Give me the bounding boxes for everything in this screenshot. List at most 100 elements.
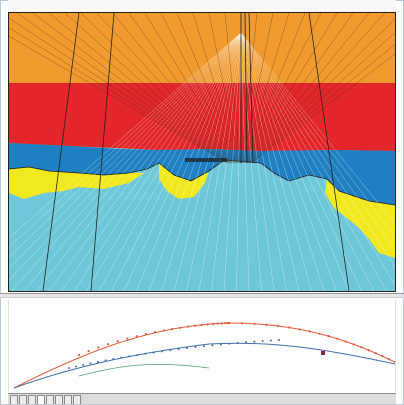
profile-point <box>179 326 182 329</box>
tab-6[interactable] <box>55 395 63 404</box>
profile-point <box>374 352 377 355</box>
grid-line <box>241 13 258 164</box>
tab-active[interactable] <box>37 395 45 404</box>
profile-point <box>112 357 115 360</box>
profile-point <box>211 344 214 347</box>
grid-line <box>9 17 230 164</box>
grid-line <box>208 13 240 164</box>
profile-point <box>240 322 244 325</box>
profile-point <box>186 325 189 328</box>
profile-point <box>104 359 107 362</box>
profile-point <box>177 348 180 351</box>
well-line <box>42 13 80 291</box>
profile-point <box>68 367 70 369</box>
profile-point <box>200 323 203 327</box>
profile-point <box>171 327 174 331</box>
grid-line <box>123 32 242 291</box>
profile-point <box>152 351 155 354</box>
red-profile-points <box>77 321 395 364</box>
profile-point <box>206 323 209 326</box>
grid-line <box>9 32 242 258</box>
profile-point <box>336 337 339 340</box>
grid-line <box>224 13 241 164</box>
yellow-layer-left <box>9 167 144 199</box>
profile-point <box>228 342 231 345</box>
profile-point <box>126 337 129 340</box>
grid-line <box>73 32 242 291</box>
grid-line <box>240 32 350 291</box>
tab-2[interactable] <box>19 395 27 404</box>
grid-line <box>9 32 242 248</box>
grid-line <box>23 32 242 291</box>
tab-7[interactable] <box>64 395 72 404</box>
profile-point <box>128 355 131 358</box>
profile-marker <box>321 351 325 355</box>
profile-point <box>120 356 123 359</box>
center-cluster-marker <box>185 158 227 162</box>
profile-point <box>216 322 219 325</box>
tab-1[interactable] <box>10 395 18 404</box>
blue-profile-curve <box>13 342 395 389</box>
profile-point <box>97 360 100 363</box>
profile-point <box>308 330 311 333</box>
pane-splitter[interactable] <box>0 293 404 298</box>
profile-point <box>261 340 264 343</box>
profile-point <box>136 353 139 356</box>
grid-line <box>160 13 238 164</box>
grid-line <box>240 32 362 291</box>
grid-line <box>251 53 395 164</box>
grid-line <box>98 32 242 291</box>
green-profile-curve <box>78 363 210 377</box>
grid-line <box>36 32 242 291</box>
section-canvas[interactable] <box>9 13 395 291</box>
profile-point <box>360 346 363 349</box>
profile-point <box>278 339 280 341</box>
grid-line <box>243 13 290 164</box>
red-profile-curve <box>13 322 395 389</box>
grid-line <box>240 32 395 285</box>
profile-point <box>318 332 321 335</box>
grid-line <box>248 18 395 164</box>
grid-line <box>240 32 387 291</box>
grid-line <box>96 13 234 164</box>
grid-line <box>16 13 230 164</box>
profile-point <box>97 346 100 349</box>
profile-point <box>352 343 355 346</box>
tab-5[interactable] <box>46 395 54 404</box>
profile-chart-panel[interactable] <box>8 300 396 392</box>
grid-line <box>112 13 235 164</box>
grid-line <box>80 13 234 164</box>
profile-point <box>194 346 197 349</box>
geological-section-viewport[interactable] <box>8 12 396 292</box>
profile-point <box>327 335 330 338</box>
profile-point <box>135 335 138 338</box>
well-line <box>90 13 115 291</box>
profile-point <box>265 323 268 326</box>
grid-line <box>176 13 239 164</box>
tab-3[interactable] <box>28 395 36 404</box>
profile-point <box>89 362 92 365</box>
well-line <box>244 13 248 164</box>
grid-line <box>236 32 242 291</box>
grid-line <box>9 32 242 281</box>
grid-line <box>9 27 229 164</box>
profile-point <box>193 324 197 327</box>
profile-point <box>227 321 231 325</box>
profile-point <box>162 329 165 332</box>
profile-point <box>186 347 189 350</box>
grid-line <box>240 32 250 291</box>
grid-line <box>243 13 306 164</box>
profile-point <box>344 340 347 343</box>
profile-point <box>87 349 90 353</box>
profile-point <box>82 363 85 366</box>
grid-line <box>48 13 232 164</box>
grid-line <box>111 32 242 291</box>
grid-line <box>247 13 370 164</box>
grid-line <box>240 32 312 291</box>
surface-boundary-line <box>9 159 395 206</box>
tab-bar <box>8 393 396 404</box>
profile-point <box>219 343 222 346</box>
grid-line <box>223 32 242 291</box>
tab-8[interactable] <box>73 395 81 404</box>
profile-point <box>169 349 172 352</box>
